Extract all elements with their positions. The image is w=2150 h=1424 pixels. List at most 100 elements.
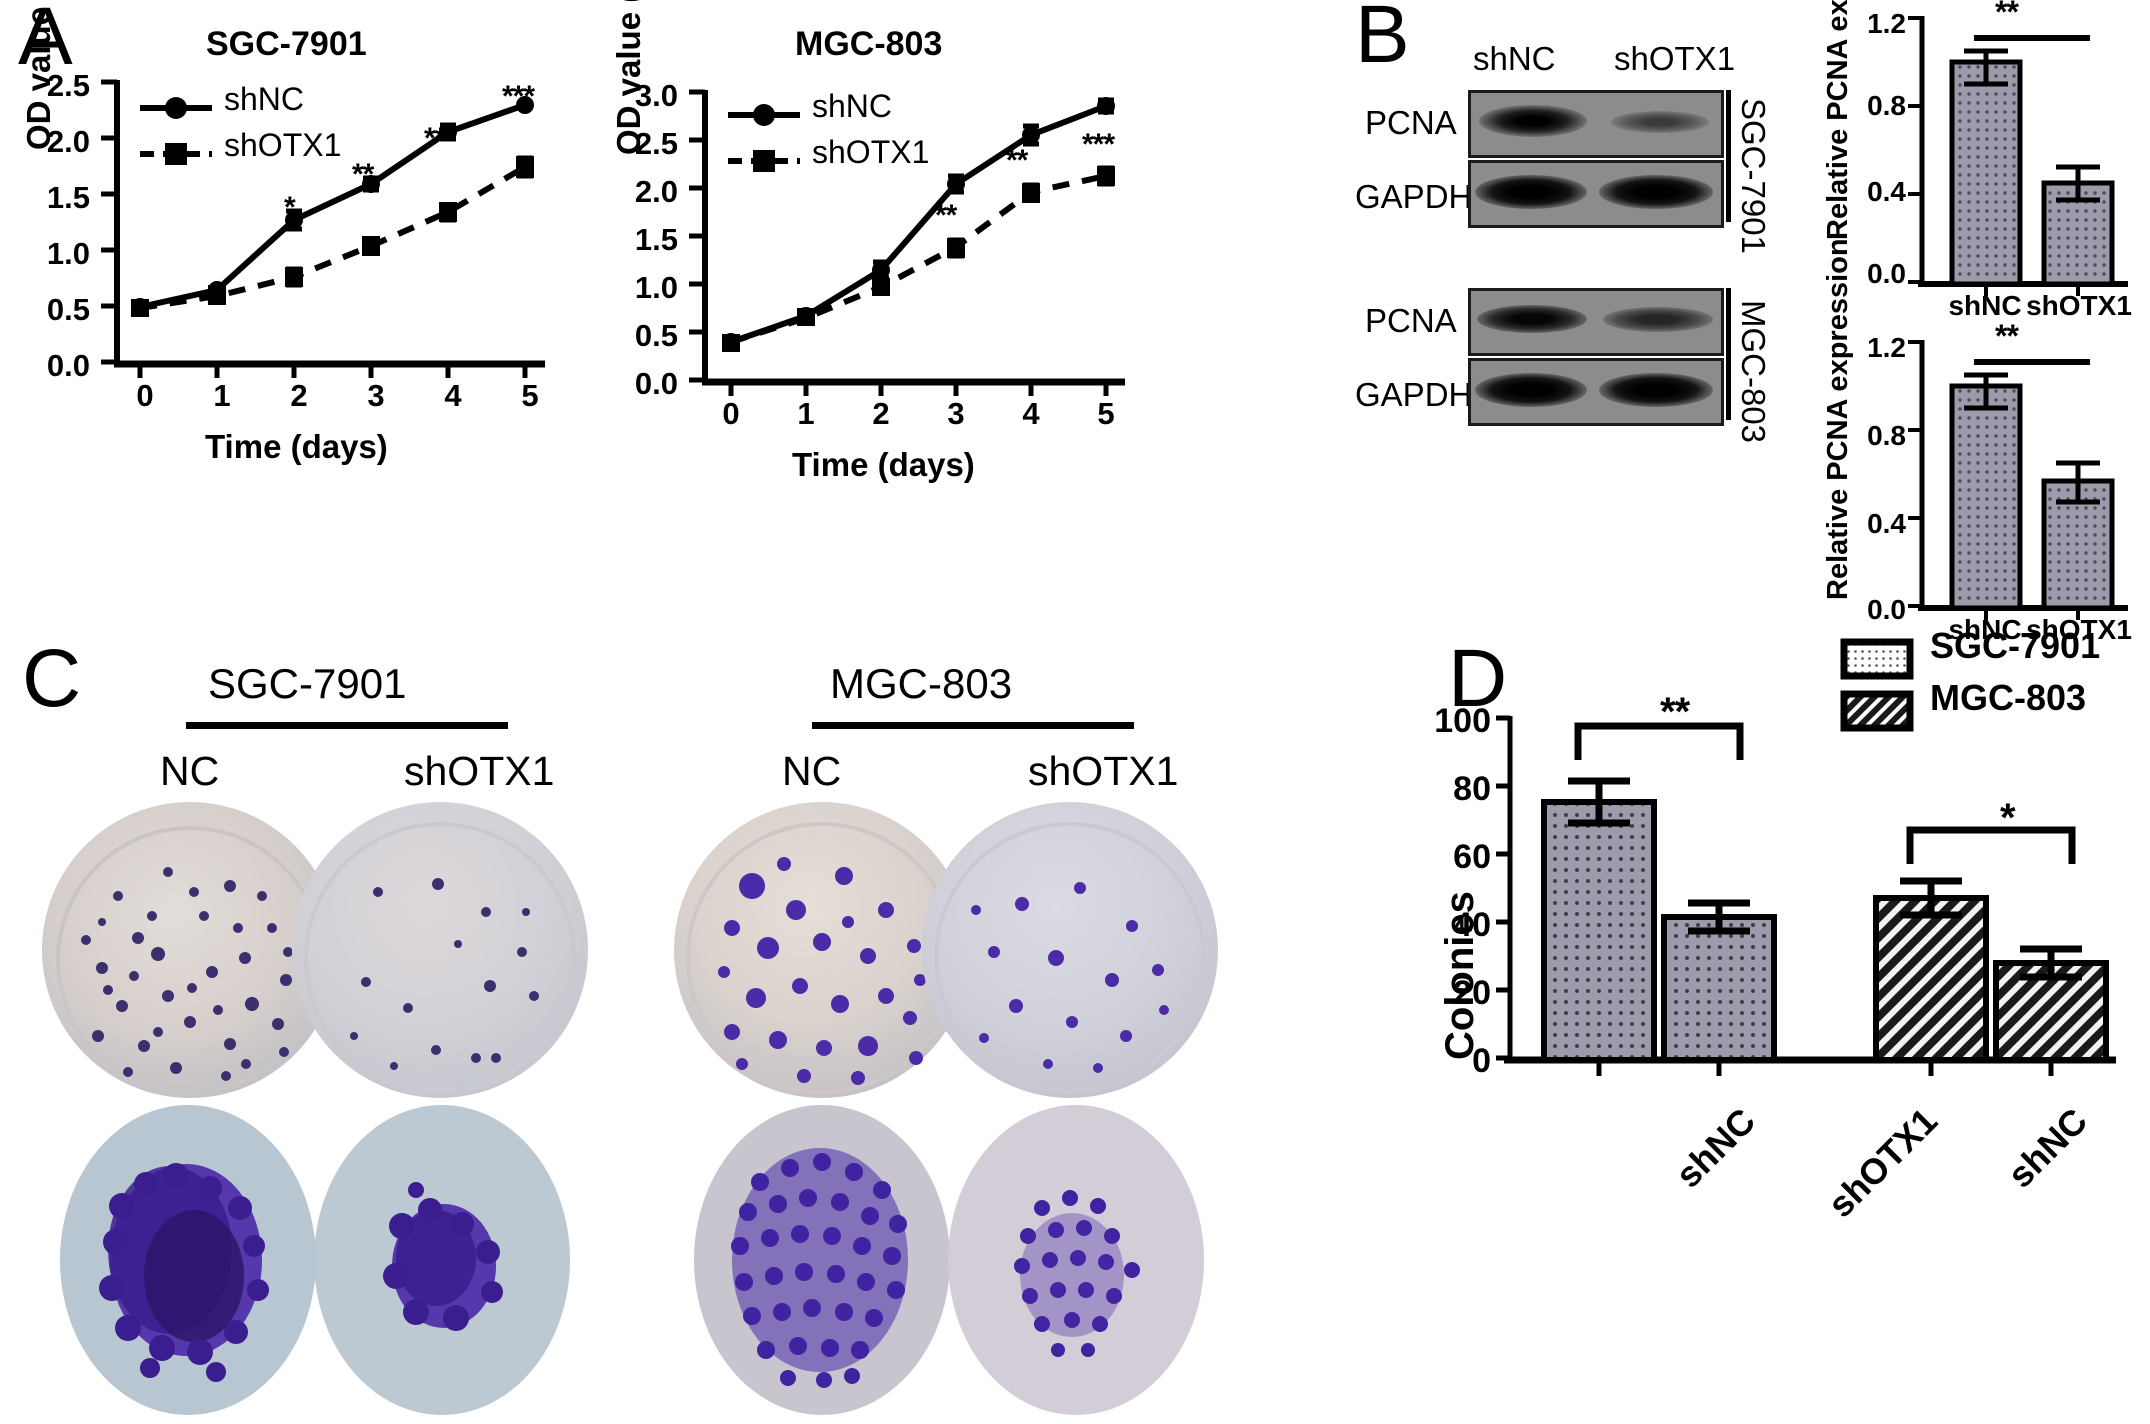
y-tick-a2-4: 2.0 [634,174,678,209]
x-tick-a1-3: 3 [367,378,385,413]
lane-label-shotx1-top: shOTX1 [1614,40,1736,77]
group-underline-mgc803 [812,722,1134,729]
y-tick-d-4: 80 [1453,770,1491,808]
sig-a1-day3: ** [352,158,374,191]
blot-group-bracket-sgc7901 [1726,90,1731,222]
sig-d-sgc7901: ** [1660,690,1690,734]
x-tick-d-0: shNC [1667,1100,1764,1196]
panel-letter-b: B [1355,0,1410,80]
y-tick-d-5: 100 [1434,702,1491,740]
legend-label-shnc-a2: shNC [812,88,893,124]
sig-b1: ** [1995,0,2019,30]
colony-cluster-sgc7901-shotx1 [314,1105,570,1415]
sig-a2-day3: ** [935,199,957,232]
x-tick-a2-3: 3 [947,396,965,431]
y-tick-b2-3: 1.2 [1867,332,1906,363]
legend-label-d-sgc7901: SGC-7901 [1930,625,2101,666]
chart-title-mgc803: MGC-803 [795,25,943,63]
y-tick-a2-0: 0.0 [634,366,678,401]
legend-label-shnc-a1: shNC [224,81,305,117]
x-tick-d-1: shOTX1 [1819,1100,1946,1226]
plot-area-b2 [1908,340,2128,620]
y-tick-b2-1: 0.4 [1867,508,1906,539]
x-tick-a1-2: 2 [290,378,308,413]
group-header-sgc7901: SGC-7901 [208,660,407,707]
y-tick-a1-0: 0.0 [46,348,90,383]
y-tick-b1-2: 0.8 [1867,90,1906,121]
y-tick-b2-0: 0.0 [1867,594,1906,625]
y-tick-d-3: 60 [1453,838,1491,876]
x-tick-a2-5: 5 [1097,396,1115,431]
y-tick-a1-3: 1.5 [46,180,90,215]
y-tick-a2-2: 1.0 [634,270,678,305]
colony-dish-mgc803-shotx1 [922,802,1218,1098]
y-tick-b2-2: 0.8 [1867,420,1906,451]
sig-b2: ** [1995,318,2019,354]
blot-gapdh-mgc803 [1468,358,1724,426]
y-tick-a1-2: 1.0 [46,236,90,271]
plot-area-d [1496,638,2116,1076]
x-axis-label-a1: Time (days) [205,428,388,465]
x-tick-a2-4: 4 [1022,396,1040,431]
sig-a1-day4: *** [424,122,457,155]
y-tick-a1-5: 2.5 [46,68,90,103]
y-tick-b1-0: 0.0 [1867,258,1906,289]
x-tick-a1-0: 0 [136,378,154,413]
panel-letter-c: C [22,633,82,724]
sig-a2-day5: *** [1082,128,1115,161]
column-label-c-1: NC [160,748,220,794]
legend-marker-shotx1-a2 [728,150,800,172]
blot-group-label-mgc803: MGC-803 [1735,300,1772,444]
sig-a2-day4: ** [1006,144,1028,177]
x-tick-a1-5: 5 [521,378,539,413]
x-tick-b1-shotx1: shOTX1 [2026,290,2132,321]
x-tick-b2-shotx1: shOTX1 [2026,614,2132,645]
y-tick-a2-6: 3.0 [634,78,678,113]
panel-letter-a: A [18,0,73,82]
colony-cluster-mgc803-nc [694,1105,950,1415]
blot-gapdh-sgc7901 [1468,160,1724,228]
colony-cluster-mgc803-shotx1 [948,1105,1204,1415]
x-tick-a2-0: 0 [722,396,740,431]
colony-cluster-sgc7901-nc [60,1105,316,1415]
sig-a1-day5: *** [502,80,535,113]
y-tick-d-1: 20 [1453,974,1491,1012]
lane-label-shnc-top: shNC [1473,40,1556,77]
group-underline-sgc7901 [186,722,508,729]
x-tick-b1-shnc: shNC [1948,290,2022,321]
legend-label-shotx1-a1: shOTX1 [224,127,342,163]
x-tick-b2-shnc: shNC [1948,614,2022,645]
y-tick-a2-3: 1.5 [634,222,678,257]
legend-marker-shnc-a2 [728,104,800,126]
column-label-c-3: NC [782,748,842,794]
plot-area-a1 [101,79,545,378]
x-tick-a1-4: 4 [444,378,462,413]
protein-label-pcna-top: PCNA [1365,104,1457,141]
y-tick-a1-1: 0.5 [46,292,90,327]
blot-group-bracket-mgc803 [1726,288,1731,420]
blot-pcna-sgc7901 [1468,90,1724,158]
legend-marker-shotx1-a1 [140,143,212,165]
group-header-mgc803: MGC-803 [830,660,1013,707]
column-label-c-4: shOTX1 [1028,748,1179,794]
legend-marker-shnc-a1 [140,97,212,119]
y-tick-b1-1: 0.4 [1867,176,1906,207]
colony-dish-sgc7901-nc [42,802,338,1098]
colony-dish-mgc803-nc [674,802,970,1098]
column-label-c-2: shOTX1 [404,748,555,794]
y-tick-a1-4: 2.0 [46,124,90,159]
plot-area-b1 [1908,16,2128,296]
chart-title-sgc7901: SGC-7901 [206,25,367,63]
blot-group-label-sgc7901: SGC-7901 [1735,98,1772,254]
sig-a1-day2: * [284,191,296,224]
x-tick-a2-2: 2 [872,396,890,431]
plot-area-a2 [689,89,1125,396]
x-tick-a1-1: 1 [213,378,231,413]
legend-label-d-mgc803: MGC-803 [1930,677,2087,718]
protein-label-gapdh-top: GAPDH [1355,178,1473,215]
sig-d-mgc803: * [2000,796,2016,840]
y-tick-d-0: 0 [1472,1042,1491,1080]
protein-label-pcna-bottom: PCNA [1365,302,1457,339]
x-tick-d-2: shNC [1999,1100,2096,1196]
y-tick-a2-5: 2.5 [634,126,678,161]
